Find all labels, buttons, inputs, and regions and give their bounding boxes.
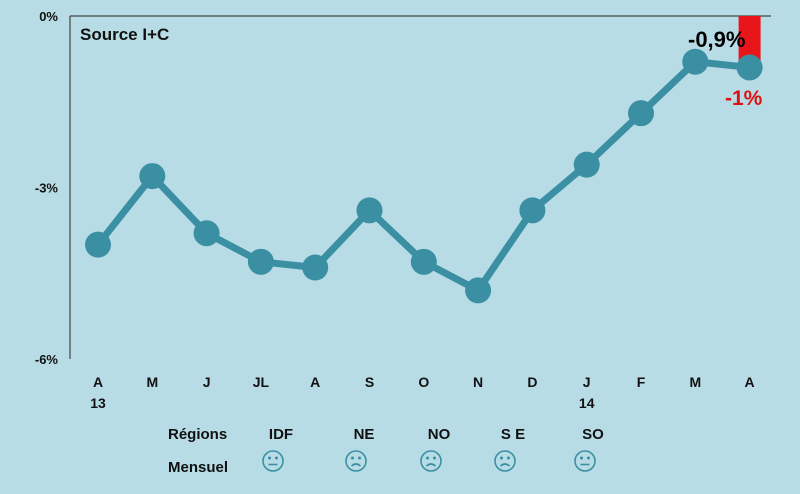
region-name: IDF — [269, 426, 293, 443]
sad-face-icon — [494, 450, 516, 472]
data-point — [628, 100, 654, 127]
data-point — [302, 254, 329, 281]
x-tick-label: JL — [253, 374, 270, 390]
value-label-last: -0,9% — [688, 27, 745, 52]
y-tick-labels: 0% -3% -6% — [35, 9, 59, 367]
region-name: NO — [428, 426, 451, 443]
data-point — [519, 197, 546, 224]
y-tick-label: -3% — [35, 181, 59, 196]
data-points — [85, 48, 763, 304]
x-tick-label: J — [583, 374, 591, 390]
neutral-face-icon — [574, 450, 596, 472]
region-name: S E — [501, 426, 525, 443]
x-tick-label: O — [418, 374, 429, 390]
x-tick-label: A — [745, 374, 755, 390]
monthly-row-label: Mensuel — [168, 459, 228, 476]
axes — [69, 15, 771, 359]
y-tick-label: -6% — [35, 352, 59, 367]
x-tick-year-label: 14 — [579, 395, 595, 411]
data-point — [573, 151, 600, 178]
y-tick-label: 0% — [39, 9, 58, 24]
regions-table: Régions Mensuel IDF NE NO S E SO — [168, 426, 604, 476]
sad-face-icon — [420, 450, 442, 472]
data-point — [247, 248, 274, 275]
data-point — [465, 277, 492, 304]
source-label: Source I+C — [80, 25, 169, 44]
x-tick-label: M — [689, 374, 701, 390]
regions-row-label: Régions — [168, 426, 227, 443]
x-tick-label: A — [93, 374, 103, 390]
value-label-highlight: -1% — [725, 87, 763, 110]
data-point — [410, 248, 437, 275]
region-name: SO — [582, 426, 604, 443]
x-tick-label: S — [365, 374, 374, 390]
data-point — [85, 231, 111, 258]
x-tick-label: N — [473, 374, 483, 390]
data-point — [193, 220, 220, 247]
data-point — [682, 48, 709, 75]
data-point — [736, 54, 763, 81]
x-tick-label: D — [527, 374, 537, 390]
x-tick-label: M — [146, 374, 158, 390]
neutral-face-icon — [262, 450, 284, 472]
x-tick-label: J — [203, 374, 211, 390]
x-tick-labels: A 13 M J JL A S O N D J 14 F M A — [90, 374, 754, 411]
x-tick-label: A — [310, 374, 320, 390]
data-point — [139, 163, 166, 190]
x-tick-label: F — [637, 374, 646, 390]
sad-face-icon — [345, 450, 367, 472]
region-name: NE — [354, 426, 375, 443]
data-point — [356, 197, 383, 224]
x-tick-year-label: 13 — [90, 395, 106, 411]
